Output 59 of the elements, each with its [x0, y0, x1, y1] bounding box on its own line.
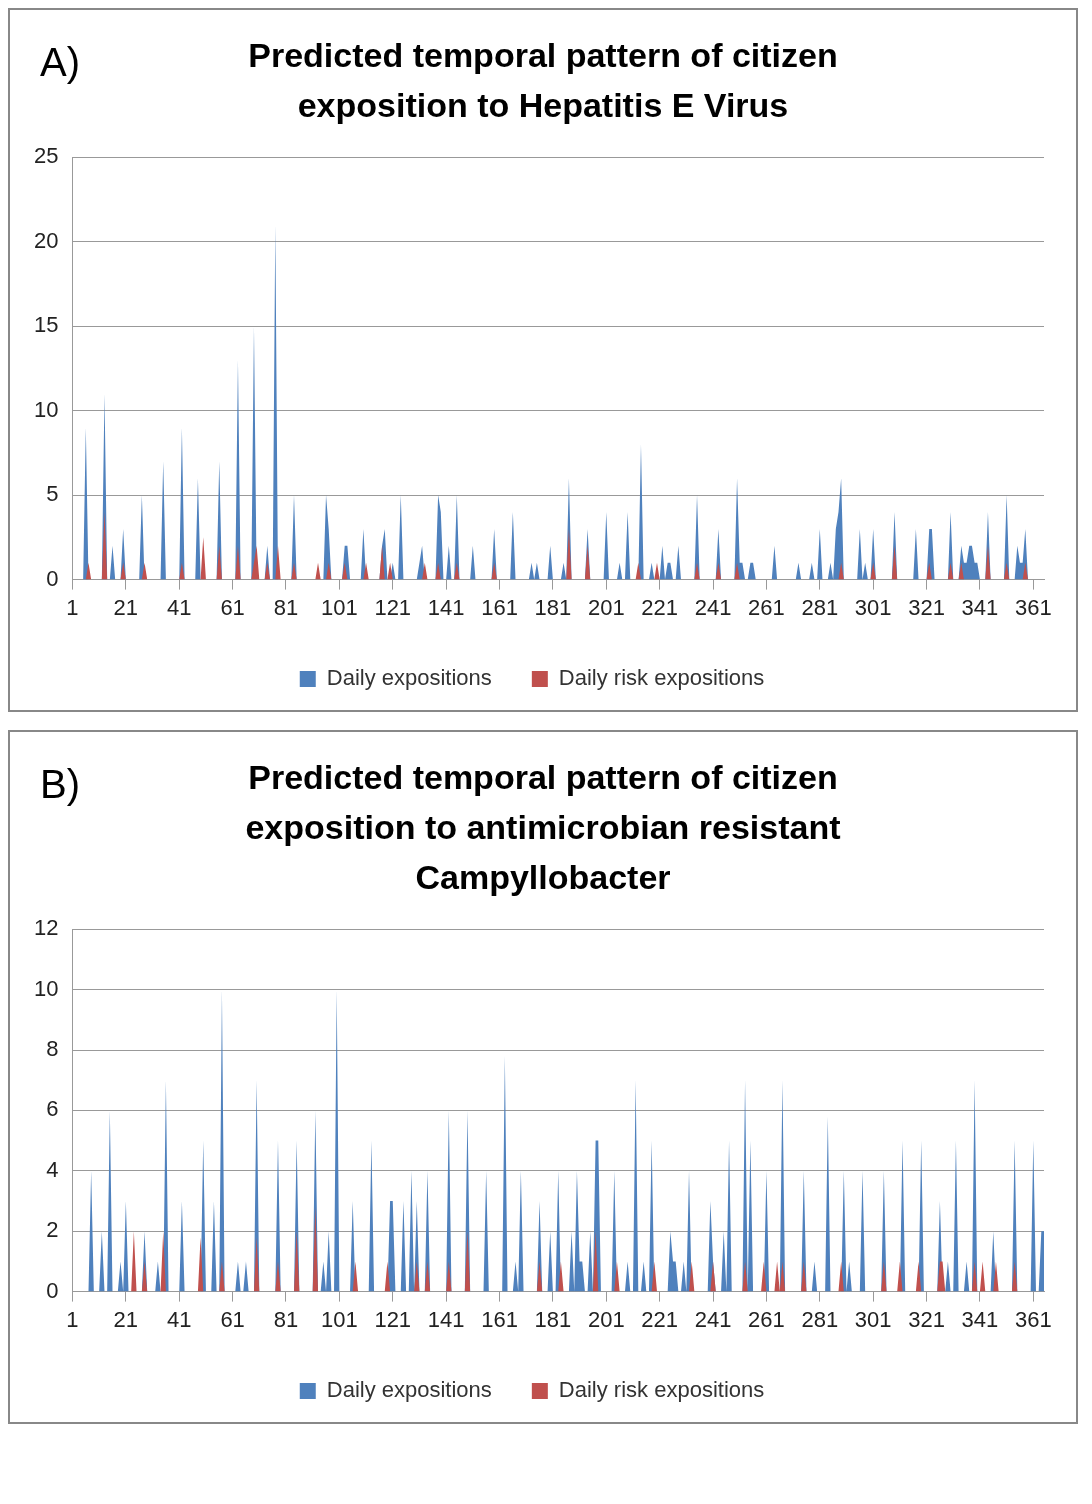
x-tick-label: 341	[961, 1306, 999, 1332]
x-tick-label: 101	[321, 1306, 358, 1332]
y-tick-label: 20	[33, 227, 59, 253]
x-tick-label: 261	[748, 594, 785, 620]
legend-label: Daily expositions	[326, 665, 492, 691]
x-tick-label: 281	[801, 594, 839, 620]
legend-label: Daily risk expositions	[558, 1377, 765, 1403]
y-tick-label: 6	[46, 1096, 59, 1122]
x-tick-label: 1	[66, 1306, 79, 1332]
x-tick-label: 41	[166, 594, 192, 620]
x-tick-label: 81	[273, 594, 299, 620]
y-tick-label: 8	[46, 1036, 59, 1062]
y-tick-label: 10	[33, 396, 59, 422]
x-tick-label: 21	[113, 1306, 139, 1332]
x-tick-label: 241	[694, 1306, 732, 1332]
y-tick-label: 10	[33, 975, 59, 1001]
legend-label: Daily expositions	[326, 1377, 492, 1403]
x-tick-label: 61	[220, 594, 245, 620]
x-tick-label: 201	[587, 594, 625, 620]
x-tick-label: 281	[801, 1306, 839, 1332]
chart-title: Predicted temporal pattern of citizen exposition to Hepatitis E Virus	[247, 35, 839, 126]
y-tick-label: 0	[46, 565, 59, 591]
x-tick-label: 1	[66, 594, 79, 620]
x-tick-label: 161	[481, 1306, 518, 1332]
x-tick-label: 221	[641, 594, 679, 620]
chart-title: Predicted temporal pattern of citizen exposition to antimicrobian resistant Campyllobacter	[244, 757, 842, 898]
text: B)	[40, 762, 80, 807]
x-tick-label: 121	[374, 594, 412, 620]
x-tick-label: 361	[1014, 1306, 1052, 1332]
x-tick-label: 201	[587, 1306, 625, 1332]
x-tick-label: 301	[854, 594, 892, 620]
y-tick-label: 5	[46, 481, 59, 507]
x-tick-label: 321	[908, 1306, 945, 1332]
x-tick-label: 361	[1014, 594, 1052, 620]
y-tick-label: 2	[46, 1217, 59, 1243]
x-tick-label: 181	[534, 1306, 572, 1332]
x-tick-label: 301	[854, 1306, 892, 1332]
x-tick-label: 161	[481, 594, 518, 620]
x-tick-label: 121	[374, 1306, 412, 1332]
x-tick-label: 181	[534, 594, 572, 620]
y-tick-label: 15	[33, 312, 59, 338]
x-tick-label: 221	[641, 1306, 679, 1332]
x-tick-label: 141	[427, 594, 465, 620]
x-tick-label: 261	[748, 1306, 785, 1332]
x-tick-label: 81	[273, 1306, 299, 1332]
x-tick-label: 21	[113, 594, 139, 620]
x-tick-label: 241	[694, 594, 732, 620]
y-tick-label: 12	[33, 915, 59, 941]
y-tick-label: 4	[46, 1156, 59, 1182]
y-tick-label: 0	[46, 1277, 59, 1303]
x-tick-label: 321	[908, 594, 945, 620]
x-tick-label: 61	[220, 1306, 245, 1332]
x-tick-label: 141	[427, 1306, 465, 1332]
y-tick-label: 25	[33, 143, 59, 169]
legend-label: Daily risk expositions	[558, 665, 765, 691]
text: A)	[40, 40, 80, 85]
x-tick-label: 341	[961, 594, 999, 620]
x-tick-label: 101	[321, 594, 358, 620]
x-tick-label: 41	[166, 1306, 192, 1332]
